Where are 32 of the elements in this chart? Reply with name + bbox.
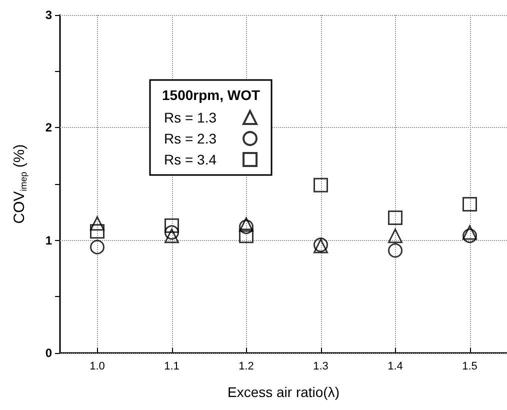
x-tick-label: 1.4 bbox=[388, 360, 403, 372]
y-tick-label: 1 bbox=[45, 233, 52, 248]
x-tick-label: 1.5 bbox=[462, 360, 478, 372]
x-tick-label: 1.2 bbox=[238, 360, 254, 372]
point bbox=[90, 240, 104, 254]
legend-label: Rs = 3.4 bbox=[164, 152, 217, 168]
point bbox=[90, 216, 104, 231]
y-tick-label: 0 bbox=[45, 346, 52, 360]
x-axis-title: Excess air ratio(λ) bbox=[227, 384, 340, 400]
point bbox=[164, 218, 179, 233]
point bbox=[462, 225, 477, 240]
point bbox=[164, 225, 179, 240]
point bbox=[388, 243, 402, 258]
y-tick-label: 3 bbox=[45, 8, 52, 22]
legend-label: Rs = 1.3 bbox=[164, 110, 217, 126]
point bbox=[239, 228, 254, 244]
point bbox=[388, 210, 402, 226]
point bbox=[388, 228, 402, 244]
point bbox=[314, 178, 328, 192]
legend-title: 1500rpm, WOT bbox=[162, 87, 260, 103]
point bbox=[462, 197, 477, 212]
point bbox=[239, 217, 254, 232]
y-tick-label: 2 bbox=[45, 120, 52, 135]
x-tick-label: 1.1 bbox=[164, 360, 180, 372]
point bbox=[462, 228, 477, 244]
point bbox=[90, 224, 104, 239]
point bbox=[239, 220, 254, 234]
point bbox=[164, 228, 179, 244]
y-axis-title: COVimep (%) bbox=[11, 144, 28, 224]
x-tick-label: 1.0 bbox=[90, 360, 105, 372]
legend-label: Rs = 2.3 bbox=[164, 130, 217, 146]
x-tick-label: 1.3 bbox=[313, 360, 328, 372]
